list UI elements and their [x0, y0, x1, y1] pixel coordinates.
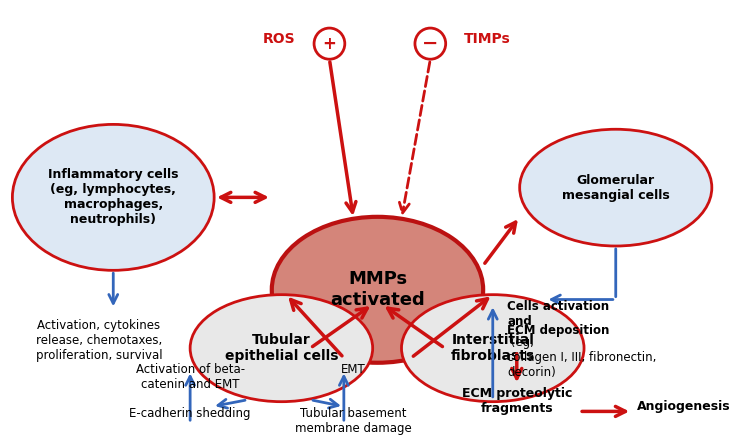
Text: E-cadherin shedding: E-cadherin shedding — [130, 407, 251, 420]
Text: Angiogenesis: Angiogenesis — [637, 400, 730, 413]
Text: EMT: EMT — [341, 363, 366, 376]
Text: +: + — [322, 35, 336, 53]
Text: ECM deposition: ECM deposition — [507, 324, 610, 337]
Text: Cells activation
and: Cells activation and — [507, 299, 609, 342]
Text: Interstitial
fibroblasts: Interstitial fibroblasts — [451, 333, 535, 363]
Text: MMPs
activated: MMPs activated — [330, 270, 424, 309]
Text: Tubular basement
membrane damage: Tubular basement membrane damage — [295, 407, 412, 435]
Text: Glomerular
mesangial cells: Glomerular mesangial cells — [562, 174, 670, 202]
Text: ROS: ROS — [263, 32, 296, 46]
Ellipse shape — [520, 129, 712, 246]
Text: Activation of beta-
catenin and EMT: Activation of beta- catenin and EMT — [136, 363, 244, 391]
Ellipse shape — [13, 124, 214, 270]
Text: Inflammatory cells
(eg, lymphocytes,
macrophages,
neutrophils): Inflammatory cells (eg, lymphocytes, mac… — [48, 168, 178, 226]
Ellipse shape — [190, 295, 373, 402]
Ellipse shape — [272, 217, 483, 363]
Ellipse shape — [401, 295, 584, 402]
Text: TIMPs: TIMPs — [464, 32, 511, 46]
Text: ECM proteolytic
fragments: ECM proteolytic fragments — [461, 387, 572, 415]
Text: Activation, cytokines
release, chemotaxes,
proliferation, survival: Activation, cytokines release, chemotaxe… — [35, 319, 162, 362]
Text: (eg,
collagen I, III, fibronectin,
decorin): (eg, collagen I, III, fibronectin, decor… — [507, 337, 656, 380]
Text: Tubular
epithelial cells: Tubular epithelial cells — [225, 333, 338, 363]
Text: −: − — [422, 34, 439, 53]
